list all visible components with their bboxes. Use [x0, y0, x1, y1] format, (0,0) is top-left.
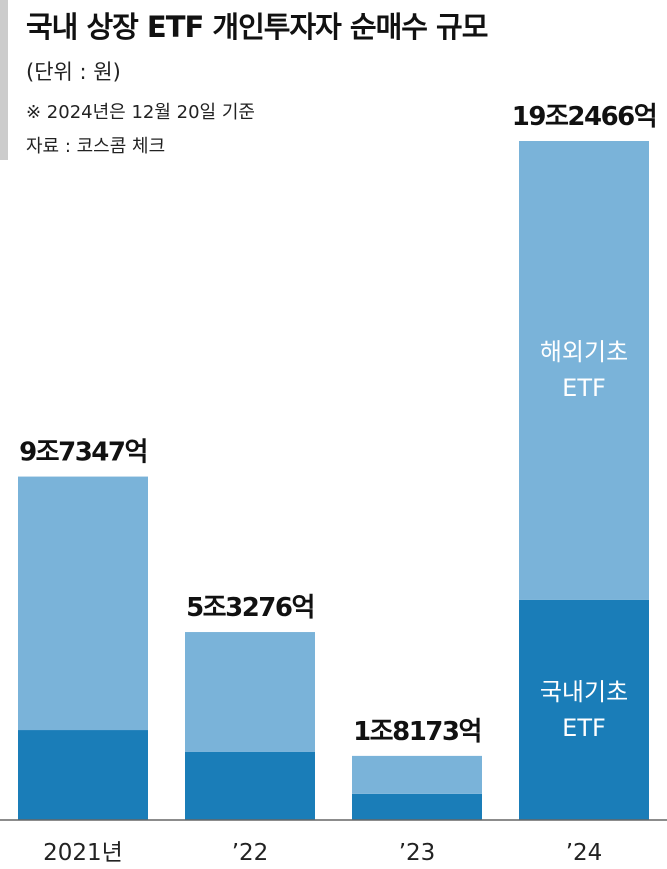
legend-label: 해외기초 ETF	[539, 338, 629, 403]
bar-segment	[352, 793, 482, 820]
x-tick-label: ’24	[566, 840, 603, 866]
bar-segment	[352, 755, 482, 794]
chart-title: 국내 상장 ETF 개인투자자 순매수 규모	[26, 10, 488, 44]
source: 자료 : 코스콤 체크	[26, 136, 166, 157]
total-label: 19조2466억	[512, 102, 656, 132]
bar-segment	[18, 476, 148, 731]
legend-label: 국내기초 ETF	[539, 677, 629, 742]
total-label: 9조7347억	[19, 438, 147, 468]
bar-segment	[18, 730, 148, 820]
bar-segment	[185, 632, 315, 752]
bar-segment	[519, 599, 649, 820]
total-label: 1조8173억	[353, 717, 481, 747]
subtitle: (단위 : 원)	[26, 60, 121, 84]
side-bar	[0, 0, 8, 160]
x-tick-label: 2021년	[43, 840, 123, 866]
total-label: 5조3276억	[186, 593, 314, 623]
note: ※ 2024년은 12월 20일 기준	[26, 102, 255, 123]
x-tick-label: ’23	[399, 840, 436, 866]
bar-segment	[519, 141, 649, 600]
bar-segment	[185, 751, 315, 820]
x-tick-label: ’22	[232, 840, 269, 866]
